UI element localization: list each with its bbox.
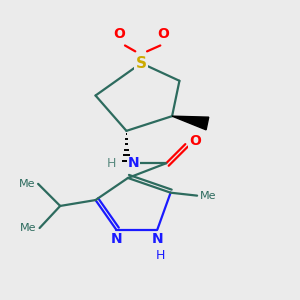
Text: Me: Me [200,190,217,201]
Text: O: O [157,27,169,41]
Text: H: H [107,157,116,170]
Text: H: H [156,249,165,262]
Text: Me: Me [19,179,35,189]
Text: N: N [152,232,163,246]
Polygon shape [172,116,209,130]
Text: O: O [190,134,202,148]
Text: N: N [110,232,122,246]
Text: Me: Me [20,223,37,233]
Text: N: N [128,156,140,170]
Text: O: O [113,27,125,41]
Text: S: S [136,56,147,70]
